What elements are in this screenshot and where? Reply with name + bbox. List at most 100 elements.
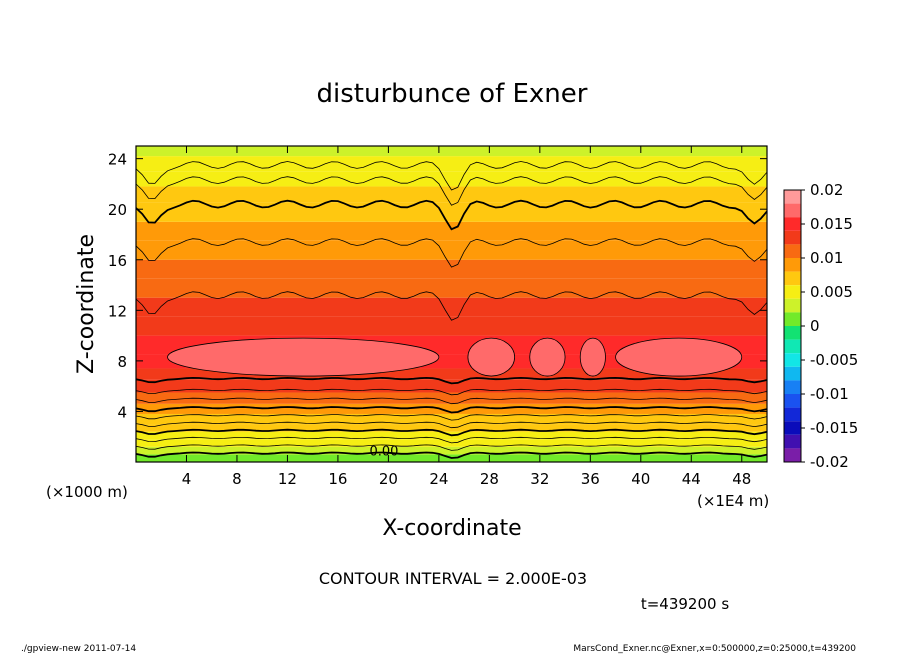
colorbar-swatch [784, 312, 801, 326]
colorbar-tick-label: 0.015 [810, 215, 853, 233]
y-tick-label: 24 [108, 151, 127, 169]
contour-line [136, 397, 767, 405]
chart-title: disturbunce of Exner [317, 79, 588, 109]
x-axis-ticks: 4 8 12 16 20 24 28 32 36 40 44 48 [182, 146, 751, 488]
contour-line [136, 414, 767, 421]
color-band [136, 413, 767, 425]
color-band [136, 171, 767, 187]
color-band [136, 368, 767, 380]
color-band [136, 221, 767, 241]
contour-line [136, 161, 767, 191]
x-tick-label: 28 [480, 470, 499, 488]
colorbar-swatch [784, 448, 801, 462]
y-unit-label: (×1000 m) [46, 483, 128, 501]
color-band [136, 240, 767, 260]
colorbar-swatch [784, 366, 801, 381]
contour-line [136, 428, 767, 437]
contour-interval-note: CONTOUR INTERVAL = 2.000E-03 [319, 569, 587, 588]
time-label: t=439200 s [641, 595, 729, 613]
colorbar-swatch [784, 380, 801, 394]
high-cell-contour [579, 337, 606, 377]
colorbar-swatch [784, 203, 801, 218]
high-cell-contour [529, 337, 566, 377]
color-band [136, 392, 767, 404]
colorbar-swatch [784, 339, 801, 354]
contour-line [136, 291, 767, 321]
high-cell-contour [167, 337, 440, 377]
colorbar-swatch [784, 230, 801, 245]
plot-frame [135, 145, 768, 463]
colorbar-swatch [784, 298, 801, 313]
high-cell-contour [467, 337, 516, 377]
contour-line [136, 176, 767, 206]
contour-line [136, 199, 767, 231]
colorbar-swatch [784, 326, 801, 340]
colorbar-swatch [784, 353, 801, 367]
contour-label: 0.00 [369, 445, 398, 460]
x-tick-label: 20 [379, 470, 398, 488]
color-bands [136, 146, 767, 462]
contour-lines: 0.00 [136, 161, 767, 460]
x-tick-label: 8 [232, 470, 242, 488]
x-tick-label: 32 [530, 470, 549, 488]
x-tick-label: 16 [328, 470, 347, 488]
y-tick-label: 4 [117, 403, 127, 421]
colorbar-swatch [784, 271, 801, 286]
colorbar-tick-label: -0.005 [810, 351, 858, 369]
color-band [136, 403, 767, 414]
contour-line [136, 444, 767, 451]
contour-line [136, 436, 767, 444]
contour-line [136, 376, 767, 385]
x-tick-label: 4 [182, 470, 192, 488]
colorbar-swatch [784, 217, 801, 231]
color-band [136, 186, 767, 203]
x-tick-label: 24 [429, 470, 448, 488]
x-unit-label: (×1E4 m) [697, 492, 769, 510]
contour-line [136, 451, 767, 459]
colorbar [784, 190, 801, 462]
color-band [136, 146, 767, 157]
color-band [136, 259, 767, 279]
colorbar-swatch [784, 258, 801, 272]
y-tick-label: 16 [108, 252, 127, 270]
colorbar-swatch [784, 434, 801, 449]
colorbar-swatch [784, 244, 801, 258]
colorbar-tick-label: -0.01 [810, 385, 849, 403]
x-tick-label: 44 [682, 470, 701, 488]
colorbar-swatch [784, 421, 801, 435]
y-axis-label: Z-coordinate [74, 234, 99, 374]
footer-right: MarsCond_Exner.nc@Exner,x=0:500000,z=0:2… [573, 644, 856, 654]
colorbar-ticks: 0.02 0.015 0.01 0.005 0 -0.005 -0.01 -0.015 -0.0… [801, 181, 858, 471]
colorbar-swatch [784, 190, 801, 204]
colorbar-swatch [784, 394, 801, 408]
contour-line [136, 238, 767, 268]
colorbar-tick-label: 0 [810, 317, 820, 335]
contour-line [136, 406, 767, 414]
color-band [136, 156, 767, 172]
plot-area: 0.00 [136, 146, 767, 462]
y-axis-ticks: 4 8 12 16 20 24 [108, 151, 767, 421]
x-tick-label: 12 [278, 470, 297, 488]
x-axis-label: X-coordinate [382, 516, 521, 541]
color-band [136, 316, 767, 336]
color-band [136, 202, 767, 222]
colorbar-tick-label: -0.015 [810, 419, 858, 437]
x-tick-label: 48 [732, 470, 751, 488]
high-value-cells [167, 337, 743, 377]
color-band [136, 297, 767, 317]
footer-left: ./gpview-new 2011-07-14 [21, 644, 136, 654]
y-tick-label: 8 [117, 353, 127, 371]
y-tick-label: 20 [108, 201, 127, 219]
x-tick-label: 40 [631, 470, 650, 488]
y-tick-label: 12 [108, 302, 127, 320]
color-band [136, 379, 767, 393]
colorbar-tick-label: 0.005 [810, 283, 853, 301]
contour-line [136, 421, 767, 429]
colorbar-tick-label: 0.02 [810, 181, 843, 199]
high-cell-contour [615, 337, 743, 377]
colorbar-swatch [784, 407, 801, 422]
x-tick-label: 36 [581, 470, 600, 488]
colorbar-tick-label: 0.01 [810, 249, 843, 267]
contour-line [136, 388, 767, 396]
